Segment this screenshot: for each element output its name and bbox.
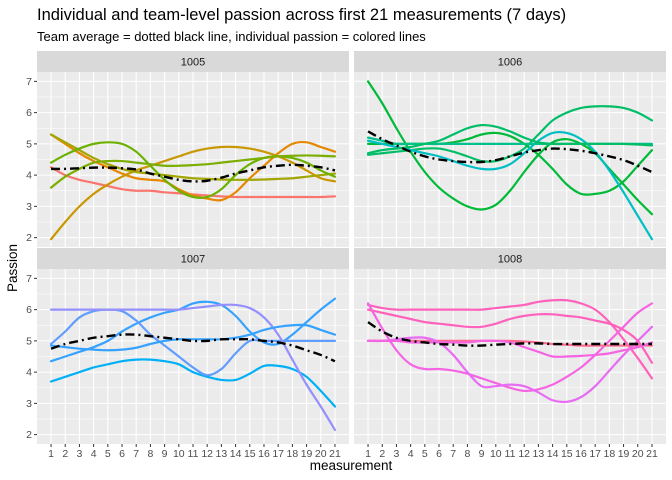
x-tick-label: 13	[533, 448, 545, 460]
x-tick-label: 19	[618, 448, 630, 460]
x-tick-label: 2	[62, 448, 68, 460]
y-axis-title: Passion	[5, 244, 20, 292]
y-tick-label: 4	[26, 170, 32, 182]
x-tick-label: 9	[479, 448, 485, 460]
x-tick-label: 17	[589, 448, 601, 460]
x-tick-label: 6	[119, 448, 125, 460]
x-tick-label: 21	[329, 448, 341, 460]
x-tick-label: 20	[315, 448, 327, 460]
x-tick-label: 3	[394, 448, 400, 460]
gridlines	[37, 269, 349, 444]
x-tick-label: 12	[201, 448, 213, 460]
x-tick-label: 14	[547, 448, 559, 460]
x-tick-label: 16	[258, 448, 270, 460]
individual-line-3	[49, 145, 337, 241]
x-axis-title: measurement	[310, 458, 393, 473]
individual-line-2	[366, 105, 654, 163]
x-tick-label: 1	[365, 448, 371, 460]
x-tick-label: 12	[518, 448, 530, 460]
x-tick-label: 11	[505, 448, 516, 460]
individual-line-1	[366, 298, 654, 380]
individual-line-6	[366, 123, 654, 155]
chart-title: Individual and team-level passion across…	[37, 6, 567, 24]
chart-subtitle: Team average = dotted black line, indivi…	[37, 29, 426, 44]
x-tick-label: 10	[490, 448, 502, 460]
individual-line-4	[49, 133, 337, 181]
x-tick-label: 15	[561, 448, 573, 460]
x-tick-label: 16	[575, 448, 587, 460]
individual-line-5	[366, 308, 654, 364]
individual-line-5	[49, 141, 337, 199]
x-tick-label: 1	[48, 448, 54, 460]
x-tick-label: 19	[301, 448, 313, 460]
x-tick-label: 15	[244, 448, 256, 460]
y-tick-label: 7	[26, 76, 32, 88]
facet-panel-1006: 1006	[354, 51, 666, 247]
y-axis-ticks: 2 3 4 5 6 7	[26, 273, 37, 441]
x-tick-label: 13	[216, 448, 228, 460]
individual-line-4	[366, 325, 654, 404]
individual-line-6	[49, 154, 337, 189]
individual-series	[49, 297, 337, 432]
y-tick-label: 7	[26, 273, 32, 285]
individual-line-4	[49, 303, 337, 432]
y-tick-label: 3	[26, 398, 32, 410]
strip-label: 1007	[181, 254, 205, 266]
strip-background	[354, 51, 666, 72]
x-tick-label: 5	[422, 448, 428, 460]
facet-panel-1005: 1005 2 3 4 5 6 7	[26, 51, 349, 247]
individual-series	[366, 80, 654, 241]
individual-line-2	[49, 297, 337, 363]
individual-line-1	[49, 358, 337, 408]
y-tick-label: 6	[26, 304, 32, 316]
x-axis-ticks: 1 2 3 4 5 6 7 8 9 10 11 12 13 14 15 16 17 18 19 20 21	[365, 444, 658, 460]
strip-label: 1006	[498, 57, 522, 69]
x-tick-label: 5	[105, 448, 111, 460]
y-tick-label: 5	[26, 138, 32, 150]
strip-background	[354, 248, 666, 269]
individual-line-5	[49, 323, 337, 352]
x-tick-label: 3	[77, 448, 83, 460]
y-tick-label: 5	[26, 335, 32, 347]
x-tick-label: 18	[287, 448, 299, 460]
team-average-line	[51, 163, 336, 183]
x-tick-label: 2	[379, 448, 385, 460]
y-tick-label: 2	[26, 232, 32, 244]
x-tick-label: 4	[91, 448, 97, 460]
individual-line-4	[366, 130, 654, 241]
individual-series	[49, 133, 337, 241]
strip-label: 1005	[181, 57, 205, 69]
x-tick-label: 17	[272, 448, 284, 460]
x-tick-label: 9	[162, 448, 168, 460]
team-average-line	[367, 321, 652, 347]
x-tick-label: 6	[436, 448, 442, 460]
y-tick-label: 3	[26, 201, 32, 213]
strip-background	[37, 51, 349, 72]
x-tick-label: 4	[408, 448, 414, 460]
gridlines	[37, 72, 349, 247]
y-tick-label: 2	[26, 429, 32, 441]
x-tick-label: 18	[604, 448, 616, 460]
strip-label: 1008	[498, 254, 522, 266]
y-tick-label: 4	[26, 367, 32, 379]
x-tick-label: 8	[464, 448, 470, 460]
individual-line-2	[49, 133, 337, 202]
x-tick-label: 11	[188, 448, 199, 460]
strip-background	[37, 248, 349, 269]
team-average-line	[367, 130, 653, 174]
x-tick-label: 20	[632, 448, 644, 460]
x-tick-label: 8	[147, 448, 153, 460]
x-tick-label: 10	[173, 448, 185, 460]
x-tick-label: 21	[646, 448, 658, 460]
x-tick-label: 14	[230, 448, 242, 460]
x-tick-label: 7	[450, 448, 456, 460]
x-tick-label: 7	[133, 448, 139, 460]
y-axis-ticks: 2 3 4 5 6 7	[26, 76, 37, 244]
y-tick-label: 6	[26, 107, 32, 119]
x-axis-ticks: 1 2 3 4 5 6 7 8 9 10 11 12 13 14 15 16 17 18 19 20 21	[48, 444, 341, 460]
